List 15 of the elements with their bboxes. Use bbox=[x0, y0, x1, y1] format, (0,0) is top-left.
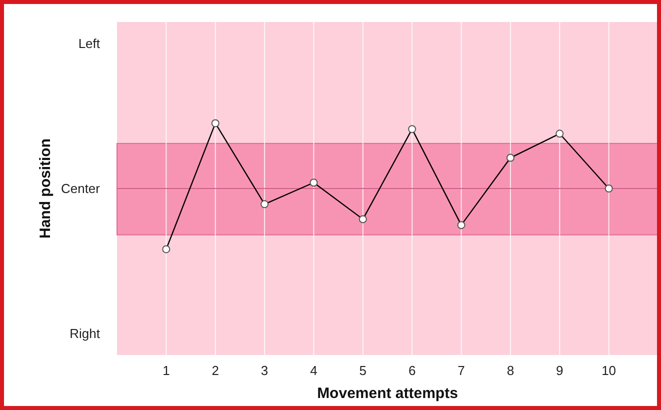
x-tick-label: 7 bbox=[458, 363, 465, 378]
x-tick-label: 2 bbox=[212, 363, 219, 378]
x-axis-title: Movement attempts bbox=[317, 385, 458, 402]
x-tick-label: 4 bbox=[310, 363, 318, 378]
x-tick-label: 3 bbox=[260, 363, 268, 378]
x-tick-label: 10 bbox=[602, 363, 616, 378]
y-axis-title: Hand position bbox=[37, 138, 54, 238]
x-tick-label: 5 bbox=[359, 363, 367, 378]
text: Right bbox=[70, 326, 100, 342]
text: Left bbox=[78, 36, 100, 52]
x-tick-label: 9 bbox=[556, 363, 564, 378]
x-tick-label: 1 bbox=[162, 363, 170, 378]
x-tick-label: 8 bbox=[506, 363, 514, 378]
text: Center bbox=[60, 181, 101, 196]
x-tick-label: 6 bbox=[408, 363, 416, 378]
